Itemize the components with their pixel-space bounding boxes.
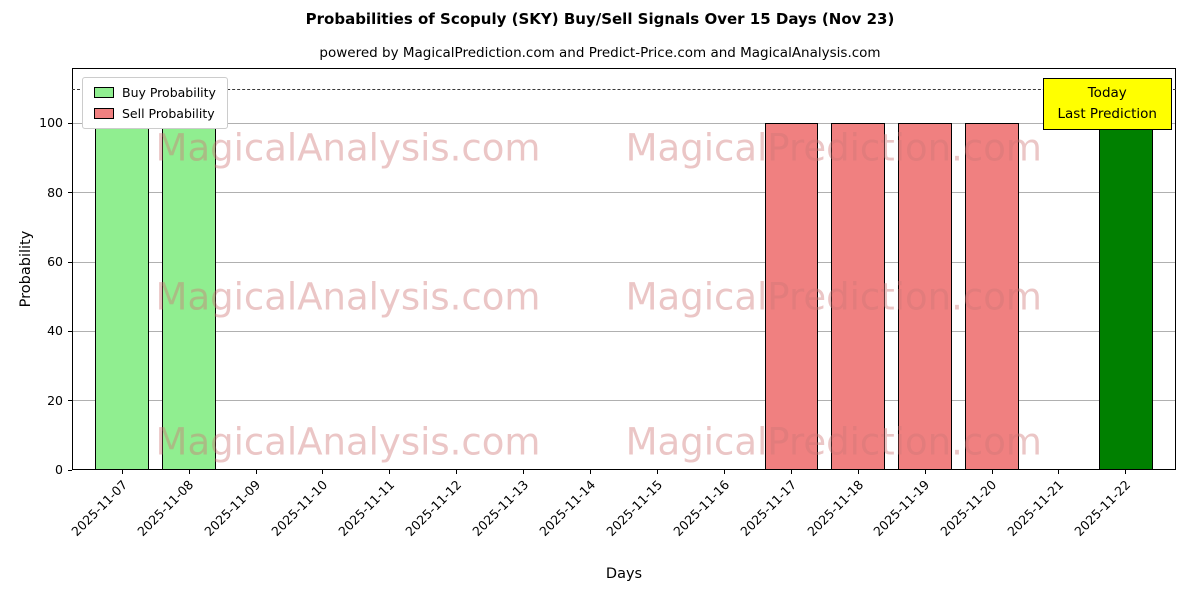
y-tick-label: 80 bbox=[47, 184, 63, 200]
y-tick-label: 60 bbox=[47, 254, 63, 270]
x-tick-mark bbox=[1125, 470, 1127, 474]
x-tick-label-text: 2025-11-17 bbox=[736, 477, 799, 539]
x-tick-mark bbox=[924, 470, 926, 474]
today-annotation-line2: Last Prediction bbox=[1057, 105, 1157, 122]
x-tick-mark bbox=[991, 470, 993, 474]
y-tick-mark bbox=[68, 122, 72, 124]
bar-2025-11-22 bbox=[1099, 123, 1153, 470]
y-tick-label: 20 bbox=[47, 392, 63, 408]
y-tick-label: 100 bbox=[39, 115, 63, 131]
x-tick-label-text: 2025-11-13 bbox=[469, 477, 532, 539]
y-tick-mark bbox=[68, 261, 72, 263]
legend: Buy Probability Sell Probability bbox=[82, 77, 228, 129]
y-tick-mark bbox=[68, 469, 72, 471]
x-tick-mark bbox=[121, 470, 123, 474]
x-tick-mark bbox=[790, 470, 792, 474]
y-gridline bbox=[72, 122, 1176, 124]
y-gridline bbox=[72, 330, 1176, 332]
y-gridline bbox=[72, 192, 1176, 194]
legend-item-buy: Buy Probability bbox=[94, 85, 216, 100]
x-axis-label: Days bbox=[605, 566, 643, 582]
x-tick-mark bbox=[590, 470, 592, 474]
x-tick-label-text: 2025-11-10 bbox=[268, 477, 331, 539]
x-tick-mark bbox=[1058, 470, 1060, 474]
x-tick-label-text: 2025-11-21 bbox=[1004, 477, 1067, 539]
bar-2025-11-08 bbox=[162, 123, 216, 470]
sell-probability-swatch bbox=[94, 108, 114, 119]
chart-subtitle: powered by MagicalPrediction.com and Pre… bbox=[319, 45, 881, 61]
x-tick-mark bbox=[456, 470, 458, 474]
x-tick-label-text: 2025-11-08 bbox=[134, 477, 197, 539]
bar-2025-11-19 bbox=[898, 123, 952, 470]
legend-label-buy: Buy Probability bbox=[122, 85, 216, 100]
legend-item-sell: Sell Probability bbox=[94, 106, 216, 121]
y-tick-label: 0 bbox=[55, 462, 63, 477]
y-tick-mark bbox=[68, 330, 72, 332]
x-tick-mark bbox=[322, 470, 324, 474]
y-tick-label: 40 bbox=[47, 323, 63, 339]
today-annotation: Today Last Prediction bbox=[1042, 78, 1172, 130]
x-tick-label-text: 2025-11-16 bbox=[669, 477, 732, 539]
y-tick-mark bbox=[68, 400, 72, 402]
buy-probability-swatch bbox=[94, 87, 114, 98]
x-tick-label-text: 2025-11-19 bbox=[870, 477, 933, 539]
x-tick-mark bbox=[857, 470, 859, 474]
legend-label-sell: Sell Probability bbox=[122, 106, 215, 121]
bar-2025-11-20 bbox=[965, 123, 1019, 470]
x-tick-label-text: 2025-11-11 bbox=[335, 477, 398, 539]
dashed-guide-line bbox=[72, 88, 1176, 90]
x-tick-mark bbox=[188, 470, 190, 474]
today-annotation-line1: Today bbox=[1087, 85, 1127, 101]
x-tick-label-text: 2025-11-14 bbox=[536, 477, 599, 539]
x-tick-label-text: 2025-11-09 bbox=[201, 477, 264, 539]
x-tick-label-text: 2025-11-20 bbox=[937, 477, 1000, 539]
chart-title: Probabilities of Scopuly (SKY) Buy/Sell … bbox=[305, 10, 895, 28]
bar-2025-11-17 bbox=[764, 123, 819, 470]
x-tick-label-text: 2025-11-07 bbox=[67, 477, 130, 539]
x-tick-mark bbox=[255, 470, 257, 474]
y-gridline bbox=[72, 261, 1176, 263]
y-tick-mark bbox=[68, 192, 72, 194]
x-tick-mark bbox=[389, 470, 391, 474]
bar-2025-11-07 bbox=[95, 123, 149, 470]
x-tick-label-text: 2025-11-18 bbox=[803, 477, 866, 539]
plot-border bbox=[72, 68, 1176, 470]
x-tick-mark bbox=[723, 470, 725, 474]
y-gridline bbox=[72, 400, 1176, 402]
x-tick-label-text: 2025-11-12 bbox=[402, 477, 465, 539]
x-tick-label-text: 2025-11-22 bbox=[1071, 477, 1134, 539]
x-tick-mark bbox=[523, 470, 525, 474]
bar-2025-11-18 bbox=[831, 123, 885, 470]
x-tick-label-text: 2025-11-15 bbox=[603, 477, 666, 539]
x-tick-mark bbox=[656, 470, 658, 474]
